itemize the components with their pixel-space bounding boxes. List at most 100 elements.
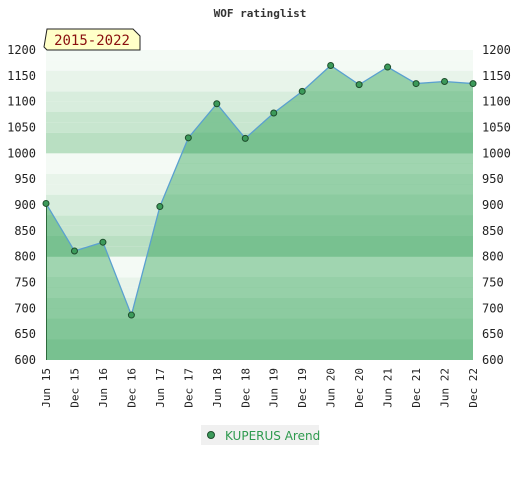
background-band <box>46 50 473 61</box>
y-tick-right: 1100 <box>482 95 511 109</box>
data-point <box>270 109 278 117</box>
rating-line <box>45 64 474 318</box>
area-stripe <box>46 174 473 185</box>
area-stripe <box>46 205 473 216</box>
x-tick-label: Jun 21 <box>382 368 395 408</box>
area-stripe <box>46 329 473 340</box>
data-point <box>355 81 363 89</box>
data-point <box>213 100 221 108</box>
data-point <box>441 78 449 86</box>
y-tick-left: 950 <box>14 172 36 186</box>
legend-box <box>201 425 319 445</box>
y-tick-left: 900 <box>14 198 36 212</box>
y-tick-left: 1000 <box>7 146 36 160</box>
data-point <box>241 134 249 142</box>
x-tick-label: Dec 17 <box>182 368 195 408</box>
y-tick-right: 700 <box>482 301 504 315</box>
chart-title: WOF ratinglist <box>214 7 307 20</box>
period-label: 2015-2022 <box>54 33 130 49</box>
data-point <box>327 62 335 69</box>
y-tick-right: 600 <box>482 353 504 367</box>
background-band <box>46 81 473 92</box>
area-stripe <box>46 194 473 205</box>
y-tick-left: 1050 <box>7 121 36 135</box>
y-axis-right: 600 650 700 750 800 850 900 950 1000 1050 1100 1150… <box>482 43 511 367</box>
y-tick-right: 950 <box>482 172 504 186</box>
area-stripe <box>46 308 473 319</box>
x-tick-label: Dec 20 <box>353 368 366 408</box>
x-tick-label: Dec 15 <box>68 368 81 408</box>
legend: KUPERUS Arend <box>201 425 320 445</box>
background-band <box>46 70 473 81</box>
data-point <box>469 80 477 88</box>
area-stripe <box>46 246 473 257</box>
data-point <box>127 311 135 319</box>
data-points <box>42 62 477 319</box>
data-point <box>412 80 420 88</box>
area-stripe <box>46 256 473 267</box>
area-stripe <box>46 132 473 143</box>
data-point <box>384 63 392 71</box>
y-tick-left: 800 <box>14 250 36 264</box>
area-stripe <box>46 153 473 164</box>
background-band <box>46 112 473 123</box>
y-tick-left: 1150 <box>7 69 36 83</box>
area-stripe <box>46 298 473 309</box>
area-stripe <box>46 267 473 278</box>
y-tick-right: 1150 <box>482 69 511 83</box>
area-stripe <box>46 339 473 350</box>
y-tick-right: 900 <box>482 198 504 212</box>
x-tick-label: Jun 17 <box>154 368 167 408</box>
x-axis-labels: Jun 15 Dec 15 Jun 16 Dec 16 Jun 17 Dec 17 Jun … <box>40 368 480 408</box>
x-tick-label: Dec 22 <box>467 368 480 408</box>
background-band <box>46 91 473 102</box>
legend-label: KUPERUS Arend <box>225 429 320 443</box>
y-tick-right: 1000 <box>482 146 511 160</box>
y-tick-right: 1200 <box>482 43 511 57</box>
background-band <box>46 60 473 71</box>
y-tick-right: 1050 <box>482 121 511 135</box>
data-point <box>42 199 50 207</box>
area-stripe <box>46 236 473 247</box>
period-box-bg <box>43 28 141 51</box>
data-point <box>156 203 164 211</box>
x-tick-label: Jun 16 <box>97 368 110 408</box>
x-tick-label: Dec 21 <box>410 368 423 408</box>
area-stripe <box>46 184 473 195</box>
x-tick-label: Dec 18 <box>239 368 252 408</box>
area-stripe <box>46 163 473 174</box>
legend-marker <box>207 431 215 439</box>
area-stripe <box>46 287 473 298</box>
y-tick-right: 850 <box>482 224 504 238</box>
y-tick-left: 750 <box>14 276 36 290</box>
x-tick-label: Jun 22 <box>439 368 452 408</box>
x-tick-label: Jun 20 <box>325 368 338 408</box>
area-stripe <box>46 277 473 288</box>
period-box: 2015-2022 <box>43 28 141 51</box>
area-stripe <box>46 318 473 329</box>
y-axis-left: 600 650 700 750 800 850 900 950 1000 1050 1100 1150… <box>7 43 36 367</box>
y-tick-left: 1100 <box>7 95 36 109</box>
background-band <box>46 101 473 112</box>
area-stripe <box>46 143 473 154</box>
y-tick-left: 1200 <box>7 43 36 57</box>
x-tick-label: Jun 18 <box>211 368 224 408</box>
area-stripe <box>46 225 473 236</box>
data-point <box>298 87 306 95</box>
y-tick-right: 650 <box>482 327 504 341</box>
x-tick-label: Dec 16 <box>125 368 138 408</box>
y-tick-left: 850 <box>14 224 36 238</box>
area-stripe <box>46 122 473 133</box>
x-tick-label: Dec 19 <box>296 368 309 408</box>
data-point <box>99 238 107 246</box>
y-tick-right: 750 <box>482 276 504 290</box>
y-tick-left: 600 <box>14 353 36 367</box>
x-tick-label: Jun 19 <box>268 368 281 408</box>
y-tick-left: 650 <box>14 327 36 341</box>
data-point <box>70 247 78 255</box>
area-stripe <box>46 215 473 226</box>
x-tick-label: Jun 15 <box>40 368 53 408</box>
area-stripe <box>46 349 473 360</box>
y-tick-left: 700 <box>14 301 36 315</box>
